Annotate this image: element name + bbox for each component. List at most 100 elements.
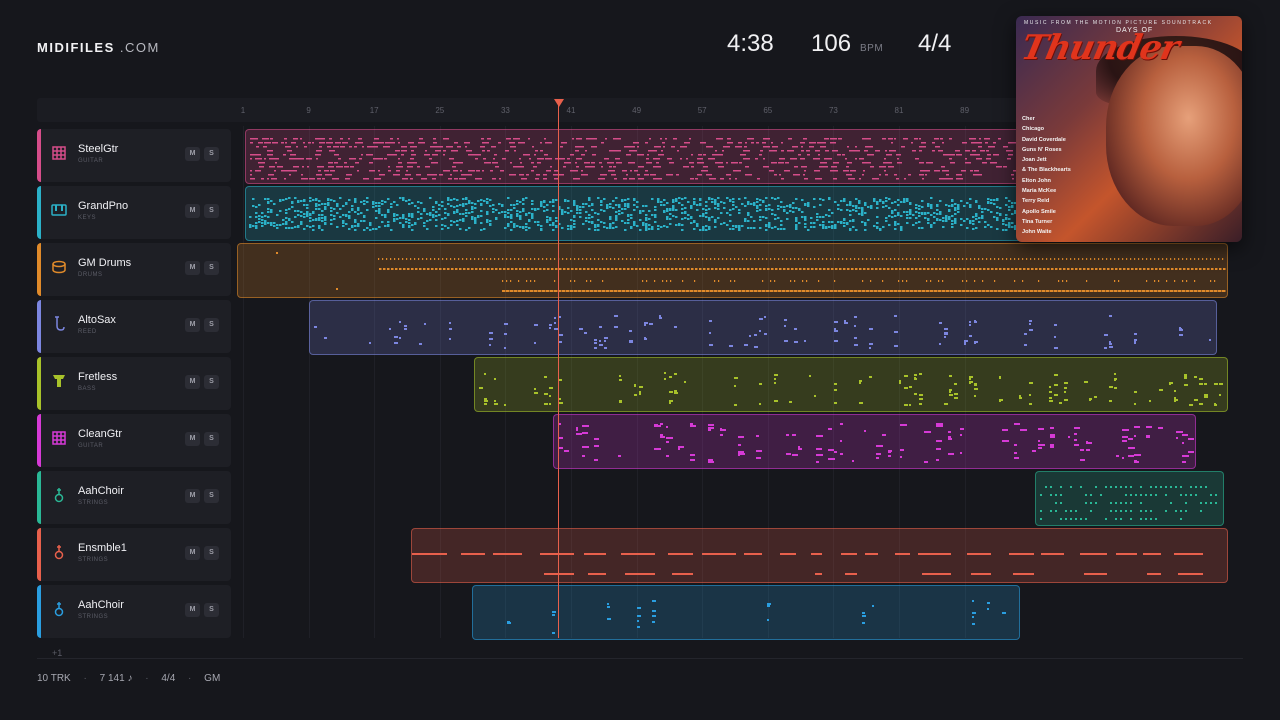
tempo-unit: BPM: [860, 43, 884, 54]
track-type: STRINGS: [78, 614, 109, 620]
track-type: STRINGS: [78, 500, 109, 506]
solo-button[interactable]: S: [204, 546, 219, 560]
track-color-bar: [37, 414, 41, 467]
grid-line: [374, 126, 376, 638]
album-title-small: DAYS OF: [1116, 27, 1154, 34]
album-artist: Joan Jett: [1022, 157, 1047, 164]
saxophone-icon: [51, 316, 67, 332]
track-header[interactable]: GM Drums DRUMS M S: [37, 243, 231, 296]
mute-button[interactable]: M: [185, 147, 200, 161]
mute-button[interactable]: M: [185, 603, 200, 617]
grid-line: [702, 126, 704, 638]
midi-clip[interactable]: [553, 414, 1196, 469]
album-artist: Maria McKee: [1022, 188, 1057, 195]
mute-button[interactable]: M: [185, 204, 200, 218]
track-color-bar: [37, 357, 41, 410]
album-artist: Guns N' Roses: [1022, 146, 1062, 153]
track-name: Ensmble1: [78, 542, 127, 554]
clip-notes: [412, 553, 1203, 575]
mute-button[interactable]: M: [185, 432, 200, 446]
track-name: GM Drums: [78, 257, 132, 269]
ruler-tick: 9: [306, 106, 311, 115]
solo-button[interactable]: S: [204, 432, 219, 446]
album-cover: MUSIC FROM THE MOTION PICTURE SOUNDTRACK…: [1016, 16, 1242, 242]
track-color-bar: [37, 528, 41, 581]
track-header[interactable]: GrandPno KEYS M S: [37, 186, 231, 239]
album-artist: Chicago: [1022, 126, 1045, 133]
ruler-tick: 41: [566, 106, 576, 115]
guitar-grid-icon: [51, 430, 67, 446]
album-art-face: [1106, 46, 1242, 226]
grid-line: [505, 126, 507, 638]
solo-button[interactable]: S: [204, 375, 219, 389]
track-name: SteelGtr: [78, 143, 119, 155]
grid-line: [439, 126, 441, 638]
track-name: CleanGtr: [78, 428, 123, 440]
solo-button[interactable]: S: [204, 489, 219, 503]
playhead[interactable]: [558, 104, 559, 638]
track-header[interactable]: Ensmble1 STRINGS M S: [37, 528, 231, 581]
solo-button[interactable]: S: [204, 261, 219, 275]
midi-clip[interactable]: [309, 300, 1217, 355]
track-name: AahChoir: [78, 485, 124, 497]
album-artist: John Waite: [1022, 229, 1052, 236]
track-header[interactable]: SteelGtr GUITAR M S: [37, 129, 231, 182]
track-type: GUITAR: [78, 443, 104, 449]
track-header[interactable]: AltoSax REED M S: [37, 300, 231, 353]
midi-clip[interactable]: [1035, 471, 1224, 526]
tempo-value: 106: [811, 30, 852, 57]
grid-line: [571, 126, 572, 638]
mute-button[interactable]: M: [185, 489, 200, 503]
more-tracks-indicator[interactable]: +1: [52, 648, 63, 658]
track-type: BASS: [78, 386, 97, 392]
separator: ·: [188, 673, 192, 684]
midi-clip[interactable]: [472, 585, 1020, 640]
album-title: Thunder: [1017, 28, 1183, 68]
album-artist: Apollo Smile: [1022, 208, 1056, 215]
track-header[interactable]: CleanGtr GUITAR M S: [37, 414, 231, 467]
midi-clip[interactable]: [411, 528, 1228, 583]
solo-button[interactable]: S: [204, 147, 219, 161]
footer-stats: 10 TRK · 7 141 ♪ · 4/4 · GM: [37, 673, 230, 684]
track-count: 10 TRK: [37, 673, 71, 684]
drum-icon: [51, 259, 67, 275]
ruler-tick: 89: [960, 106, 970, 115]
track-name: AahChoir: [78, 599, 124, 611]
album-artist: Tina Turner: [1022, 218, 1053, 225]
mute-button[interactable]: M: [185, 261, 200, 275]
separator: ·: [83, 673, 87, 684]
solo-button[interactable]: S: [204, 318, 219, 332]
album-artist-list: Cher Chicago David Coverdale Guns N' Roses J…: [1022, 114, 1071, 238]
bass-icon: [51, 373, 67, 389]
ruler-tick: 73: [828, 106, 838, 115]
clip-notes: [1040, 486, 1217, 520]
mute-button[interactable]: M: [185, 318, 200, 332]
ruler-tick: 1: [240, 106, 246, 115]
track-type: REED: [78, 329, 97, 335]
track-name: GrandPno: [78, 200, 129, 212]
midi-clip[interactable]: [237, 243, 1228, 298]
playhead-marker[interactable]: [554, 99, 564, 107]
track-header[interactable]: AahChoir STRINGS M S: [37, 585, 231, 638]
separator: ·: [145, 673, 149, 684]
violin-icon: [51, 487, 67, 503]
track-header[interactable]: AahChoir STRINGS M S: [37, 471, 231, 524]
track-color-bar: [37, 300, 41, 353]
time-signature: 4/4: [918, 30, 952, 57]
track-type: DRUMS: [78, 272, 103, 278]
brand-logo: MIDIFILES .COM: [37, 40, 160, 55]
solo-button[interactable]: S: [204, 603, 219, 617]
ruler-tick: 57: [697, 106, 707, 115]
ruler-tick: 65: [763, 106, 773, 115]
grid-line: [767, 126, 769, 638]
mute-button[interactable]: M: [185, 546, 200, 560]
track-header[interactable]: Fretless BASS M S: [37, 357, 231, 410]
midi-standard: GM: [204, 673, 221, 684]
solo-button[interactable]: S: [204, 204, 219, 218]
midi-clip[interactable]: [474, 357, 1228, 412]
track-color-bar: [37, 186, 41, 239]
album-subtitle: MUSIC FROM THE MOTION PICTURE SOUNDTRACK: [1024, 20, 1213, 26]
mute-button[interactable]: M: [185, 375, 200, 389]
footer-time-signature: 4/4: [161, 673, 176, 684]
track-name: Fretless: [78, 371, 118, 383]
